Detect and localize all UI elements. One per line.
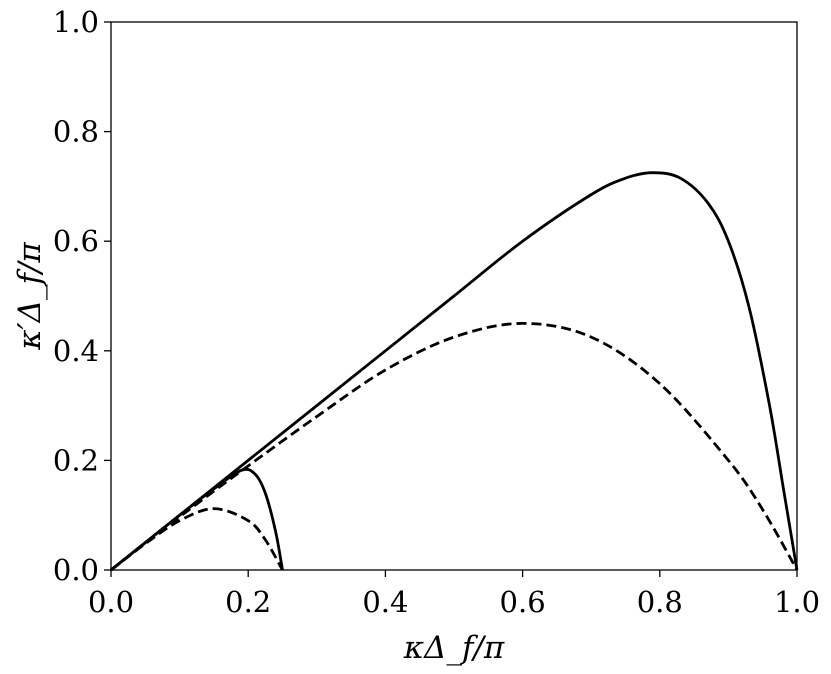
x-tick-label-3: 0.6	[500, 585, 546, 619]
series-layer	[110, 171, 799, 572]
y-tick-label-1: 0.2	[53, 443, 99, 477]
series-line-3-solid	[110, 171, 799, 572]
series-line-4-dashed	[110, 322, 799, 572]
x-tick-label-4: 0.8	[637, 585, 683, 619]
y-tick-label-2: 0.4	[53, 334, 99, 368]
x-axis-label: κΔ_f/π	[403, 630, 505, 666]
series-line-1-solid	[110, 467, 284, 572]
y-tick-label-3: 0.6	[53, 224, 99, 258]
y-tick-label-0: 0.0	[53, 553, 99, 587]
x-tick-label-1: 0.2	[225, 585, 271, 619]
x-tick-label-5: 1.0	[774, 585, 820, 619]
series-line-2-dashed	[110, 507, 284, 572]
x-tick-label-0: 0.0	[88, 585, 134, 619]
y-tick-label-5: 1.0	[53, 5, 99, 39]
y-tick-label-4: 0.8	[53, 115, 99, 149]
plot-frame	[110, 21, 798, 571]
y-axis-label: κ′Δ_f/π	[12, 242, 48, 351]
x-tick-label-2: 0.4	[362, 585, 408, 619]
ticks-layer: 0.0 0.2 0.4 0.6 0.8 1.0 0.0 0.2 0.4 0.6 0.8 1.0	[53, 5, 820, 619]
